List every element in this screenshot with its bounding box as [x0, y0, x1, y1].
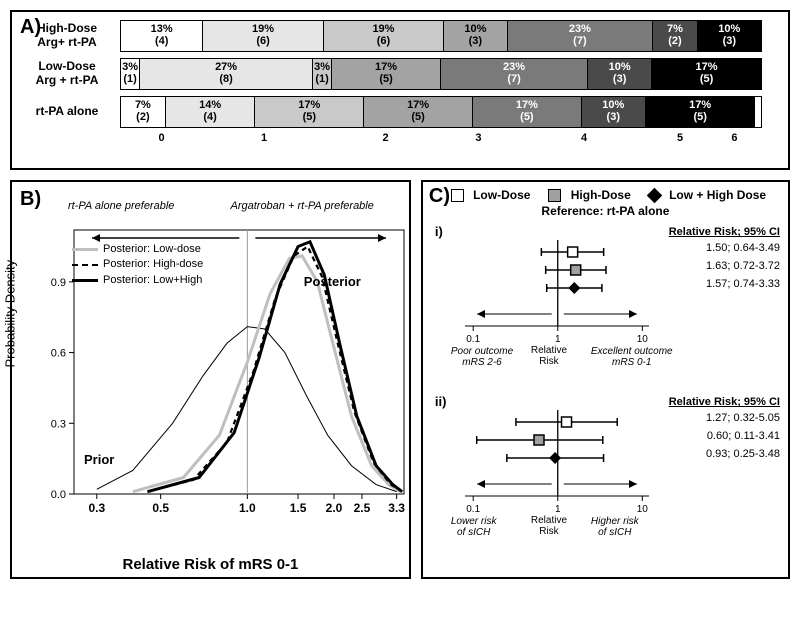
bar-segment: 10%(3): [444, 21, 507, 51]
svg-text:0.9: 0.9: [51, 277, 66, 289]
panel-a: A) High-DoseArg+ rt-PA13%(4)19%(6)19%(6)…: [10, 10, 790, 170]
rr-header: Relative Risk; 95% CI: [669, 396, 780, 408]
bar-segment: 7%(2): [121, 97, 166, 127]
svg-text:2.5: 2.5: [354, 501, 371, 515]
forest-subplot: i) Relative Risk; 95% CI 1.50; 0.64-3.49 1.…: [423, 218, 788, 388]
rr-value: 1.27; 0.32-5.05: [706, 412, 780, 424]
svg-text:0.6: 0.6: [51, 348, 66, 360]
bar-segment: 3%(1): [313, 59, 332, 89]
panel-c-label: C): [429, 185, 450, 208]
panel-c: C) Low-Dose High-Dose Low + High Dose Re…: [421, 180, 790, 579]
bar-row: Low-DoseArg + rt-PA3%(1)27%(8)3%(1)17%(5…: [120, 58, 778, 90]
arrow-left-text: Lower riskof sICH: [451, 516, 497, 538]
svg-text:10: 10: [637, 504, 649, 515]
mrs-tick: 0: [159, 132, 165, 144]
bar-segment: 17%(5): [332, 59, 441, 89]
panel-b-xlabel: Relative Risk of mRS 0-1: [12, 556, 409, 573]
bar-segment: 17%(5): [473, 97, 582, 127]
bar-segment: 19%(6): [203, 21, 323, 51]
stacked-bar: 13%(4)19%(6)19%(6)10%(3)23%(7)7%(2)10%(3…: [120, 20, 762, 52]
forest-plot: 0.1 1 10: [457, 406, 657, 526]
forest-xlabel: RelativeRisk: [531, 516, 567, 537]
panel-b: B) rt-PA alone preferable Argatroban + r…: [10, 180, 411, 579]
rr-value: 0.60; 0.11-3.41: [707, 430, 780, 442]
svg-text:3.3: 3.3: [388, 501, 405, 515]
bar-segment: 17%(5): [652, 59, 761, 89]
panel-b-ylabel: Probability Density: [3, 259, 18, 367]
bar-segment: 10%(3): [582, 97, 646, 127]
sub-id: ii): [435, 394, 447, 409]
row-label: rt-PA alone: [20, 105, 114, 119]
mrs-tick: 6: [731, 132, 737, 144]
mrs-tick: 4: [581, 132, 587, 144]
rr-header: Relative Risk; 95% CI: [669, 226, 780, 238]
mrs-axis: 0 1 2 3 4 5 6: [120, 132, 760, 146]
bar-segment: 10%(3): [698, 21, 761, 51]
rr-value: 0.93; 0.25-3.48: [706, 448, 780, 460]
forest-xlabel: RelativeRisk: [531, 346, 567, 367]
svg-text:0.5: 0.5: [152, 501, 169, 515]
bar-row: High-DoseArg+ rt-PA13%(4)19%(6)19%(6)10%…: [120, 20, 778, 52]
bar-segment: 27%(8): [140, 59, 313, 89]
stacked-bar: 7%(2)14%(4)17%(5)17%(5)17%(5)10%(3)17%(5…: [120, 96, 762, 128]
bar-segment: 23%(7): [508, 21, 654, 51]
legend-item: Posterior: High-dose: [72, 257, 203, 272]
prior-annotation: Prior: [84, 452, 114, 467]
svg-text:1: 1: [555, 334, 561, 345]
mrs-tick: 3: [475, 132, 481, 144]
forest-subplot: ii) Relative Risk; 95% CI 1.27; 0.32-5.05 0…: [423, 388, 788, 558]
panel-c-reference: Reference: rt-PA alone: [423, 204, 788, 218]
svg-text:0.3: 0.3: [51, 418, 66, 430]
row-label: Low-DoseArg + rt-PA: [20, 60, 114, 88]
panel-b-label: B): [20, 188, 41, 211]
arrow-right-text: Higher riskof sICH: [591, 516, 639, 538]
mrs-tick: 1: [261, 132, 267, 144]
bar-segment: 14%(4): [166, 97, 256, 127]
svg-text:0.0: 0.0: [51, 489, 66, 501]
rr-value: 1.57; 0.74-3.33: [706, 278, 780, 290]
legend-item: Posterior: Low+High: [72, 273, 203, 288]
svg-text:1.5: 1.5: [290, 501, 307, 515]
arrow-left-text: Poor outcomemRS 2-6: [451, 346, 513, 368]
svg-text:0.1: 0.1: [466, 504, 480, 515]
mrs-tick: 2: [383, 132, 389, 144]
svg-text:0.3: 0.3: [88, 501, 105, 515]
bar-segment: 23%(7): [441, 59, 588, 89]
mrs-tick: 5: [677, 132, 683, 144]
svg-text:1: 1: [555, 504, 561, 515]
stacked-bar: 3%(1)27%(8)3%(1)17%(5)23%(7)10%(3)17%(5): [120, 58, 762, 90]
bar-segment: 17%(5): [646, 97, 755, 127]
posterior-annotation: Posterior: [304, 274, 361, 289]
legend-item: Low-Dose: [445, 188, 531, 202]
forest-plot: 0.1 1 10: [457, 236, 657, 356]
bar-segment: 13%(4): [121, 21, 203, 51]
legend-item: Low + High Dose: [643, 188, 766, 202]
sub-id: i): [435, 224, 443, 239]
bar-segment: 17%(5): [364, 97, 473, 127]
bar-segment: 3%(1): [121, 59, 140, 89]
legend-item: Posterior: Low-dose: [72, 242, 203, 257]
figure: A) High-DoseArg+ rt-PA13%(4)19%(6)19%(6)…: [10, 10, 790, 579]
rr-value: 1.50; 0.64-3.49: [706, 242, 780, 254]
svg-text:1.0: 1.0: [239, 501, 256, 515]
panel-c-legend: Low-Dose High-Dose Low + High Dose: [423, 188, 788, 202]
svg-text:0.1: 0.1: [466, 334, 480, 345]
row-label: High-DoseArg+ rt-PA: [20, 22, 114, 50]
svg-text:10: 10: [637, 334, 649, 345]
svg-text:2.0: 2.0: [326, 501, 343, 515]
bar-segment: 10%(3): [588, 59, 652, 89]
arrow-right-text: Excellent outcomemRS 0-1: [591, 346, 673, 368]
panel-b-legend: Posterior: Low-dosePosterior: High-doseP…: [72, 242, 203, 288]
bar-segment: 17%(5): [255, 97, 364, 127]
bar-row: rt-PA alone7%(2)14%(4)17%(5)17%(5)17%(5)…: [120, 96, 778, 128]
rr-value: 1.63; 0.72-3.72: [706, 260, 780, 272]
bar-segment: 7%(2): [653, 21, 697, 51]
legend-item: High-Dose: [542, 188, 630, 202]
bar-segment: 19%(6): [324, 21, 444, 51]
